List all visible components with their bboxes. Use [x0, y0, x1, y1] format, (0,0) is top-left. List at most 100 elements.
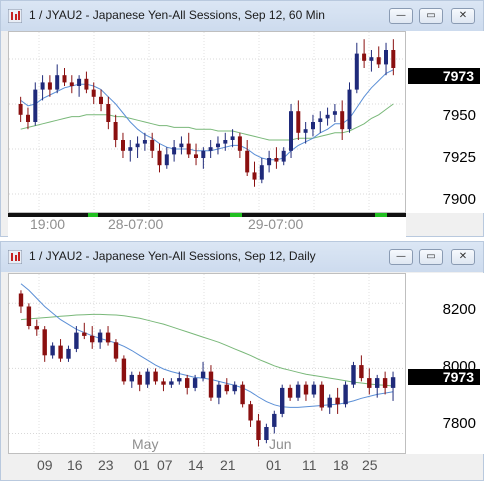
candle: [40, 75, 45, 101]
candle: [359, 355, 364, 382]
candle: [240, 381, 245, 408]
restore-button[interactable]: ▭: [419, 8, 443, 24]
candle: [186, 132, 191, 158]
candle-body: [208, 371, 214, 398]
candle: [311, 114, 315, 137]
candle: [295, 381, 301, 401]
candle: [347, 82, 352, 133]
candle-body: [281, 150, 286, 162]
month-label: May: [132, 436, 159, 452]
candle-body: [252, 172, 257, 180]
time-axis[interactable]: 09 16 23 01 07 14 21 01 11 18 25: [8, 454, 406, 480]
candle: [34, 319, 39, 336]
candle-body: [186, 143, 191, 155]
candle-body: [272, 413, 277, 427]
candle: [90, 326, 95, 349]
candle: [391, 39, 396, 76]
candle-body: [55, 75, 60, 90]
candle: [340, 100, 345, 140]
candle: [99, 89, 103, 112]
y-tick: 7800: [442, 415, 476, 432]
candle-body: [99, 96, 103, 104]
month-label: Jun: [269, 436, 292, 452]
candle-body: [335, 397, 340, 405]
candlestick-chart: [9, 32, 405, 212]
candle: [382, 371, 388, 395]
candle-body: [340, 111, 345, 130]
candle: [157, 143, 162, 173]
candle: [105, 326, 111, 346]
moving-average-slow: [20, 313, 394, 387]
candle: [303, 381, 309, 401]
window-titlebar[interactable]: 1 / JYAU2 - Japanese Yen-All Sessions, S…: [1, 242, 483, 272]
candle-body: [351, 365, 356, 385]
restore-button[interactable]: ▭: [419, 249, 443, 265]
candle: [161, 378, 166, 392]
candle-body: [153, 371, 158, 382]
candle-body: [179, 143, 184, 148]
candle-body: [289, 111, 293, 151]
minimize-button[interactable]: —: [389, 249, 413, 265]
candle-body: [267, 158, 272, 166]
candle-body: [97, 332, 103, 343]
candle-body: [200, 371, 206, 379]
candle-body: [354, 53, 359, 90]
candle-body: [332, 111, 337, 115]
candle-body: [34, 326, 39, 330]
candle: [208, 365, 214, 401]
candle: [289, 104, 293, 158]
candle: [113, 339, 119, 362]
last-price-marker: 7973: [408, 68, 480, 84]
candle-body: [113, 122, 118, 140]
chart-window-60min: 1 / JYAU2 - Japanese Yen-All Sessions, S…: [0, 0, 484, 237]
candle: [390, 371, 396, 401]
minimize-button[interactable]: —: [389, 8, 413, 24]
restore-icon: ▭: [426, 251, 436, 262]
candle: [106, 96, 111, 130]
candle-body: [248, 404, 253, 421]
price-plot-area[interactable]: [8, 31, 406, 213]
candle-body: [106, 104, 111, 122]
candle-body: [194, 154, 198, 158]
candle: [384, 42, 388, 76]
candle-body: [135, 143, 140, 148]
candle-body: [121, 358, 127, 382]
candle: [177, 371, 182, 385]
candle-body: [264, 427, 269, 440]
candle-body: [311, 122, 315, 130]
candle: [311, 381, 317, 398]
close-button[interactable]: ✕: [451, 249, 475, 265]
candle: [248, 400, 253, 427]
chart-window-daily: 1 / JYAU2 - Japanese Yen-All Sessions, S…: [0, 241, 484, 481]
candle: [153, 368, 158, 385]
price-axis[interactable]: 7975 7950 7925 7900: [406, 31, 484, 213]
window-titlebar[interactable]: 1 / JYAU2 - Japanese Yen-All Sessions, S…: [1, 1, 483, 31]
candle-body: [327, 397, 332, 408]
candle-body: [311, 384, 317, 395]
minimize-icon: —: [396, 251, 406, 262]
candle-body: [90, 335, 95, 343]
candle-body: [82, 332, 87, 336]
candle-body: [303, 384, 309, 395]
candle-body: [42, 329, 47, 356]
candle-body: [201, 150, 206, 158]
candle: [150, 132, 155, 158]
candle-body: [66, 348, 71, 359]
moving-average-slow: [20, 103, 394, 141]
candle: [77, 75, 82, 97]
candle: [287, 384, 293, 401]
x-tick: 21: [220, 457, 236, 473]
candle: [74, 326, 79, 353]
candle: [121, 355, 127, 385]
candle-body: [390, 377, 396, 388]
candle-body: [216, 384, 222, 398]
close-button[interactable]: ✕: [451, 8, 475, 24]
price-axis[interactable]: 8200 8000 7800: [406, 273, 484, 454]
candle: [62, 68, 67, 86]
candle-body: [347, 89, 352, 130]
close-icon: ✕: [458, 251, 468, 262]
time-axis[interactable]: 19:00 28-07:00 29-07:00: [8, 213, 406, 237]
price-plot-area[interactable]: [8, 273, 406, 454]
candle: [267, 150, 272, 173]
candle-body: [230, 136, 235, 140]
